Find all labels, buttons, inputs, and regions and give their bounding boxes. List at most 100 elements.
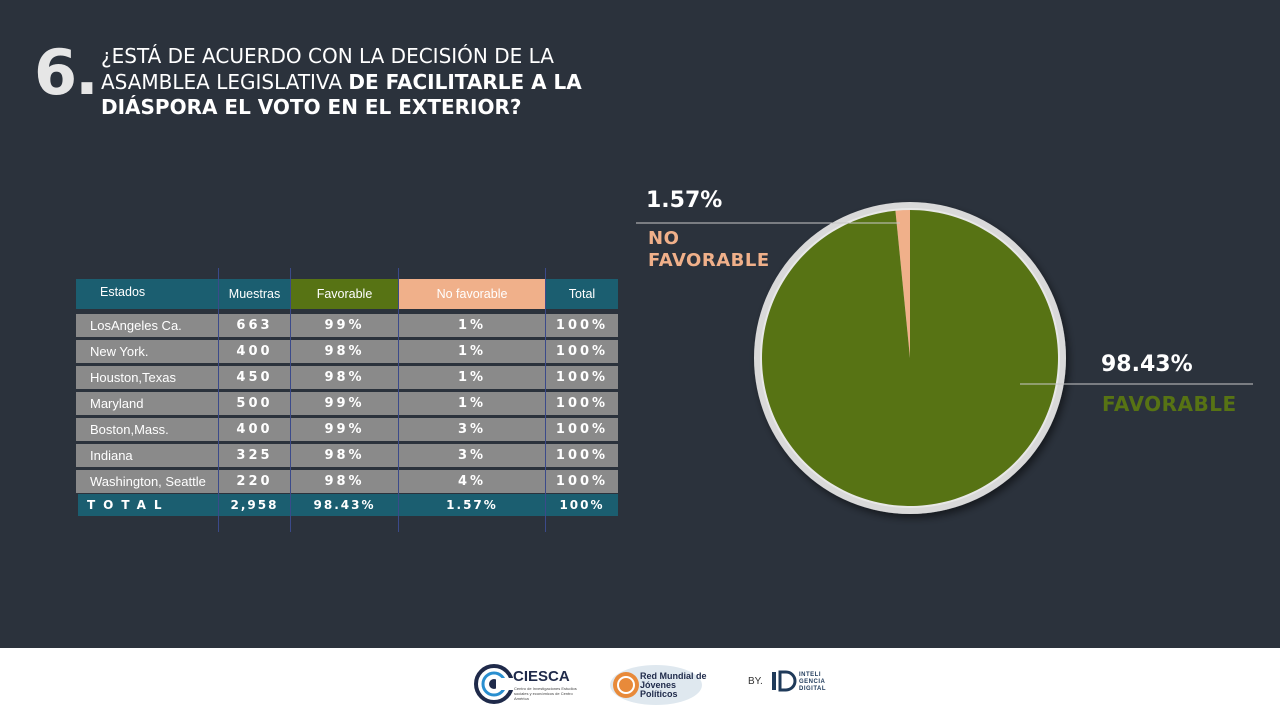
table-header-total: Total xyxy=(546,279,618,309)
total-cell-no-favorable: 1.57% xyxy=(446,498,498,512)
table-cell-no-favorable: 3% xyxy=(457,422,487,437)
table-row-bg xyxy=(291,366,398,389)
table-row-bg xyxy=(546,314,618,337)
table-row-bg xyxy=(76,470,219,493)
table-row-bg xyxy=(76,418,219,441)
table-row-bg xyxy=(219,392,290,415)
table-row-bg xyxy=(546,392,618,415)
table-cell-no-favorable: 1% xyxy=(457,344,487,359)
table-row-bg xyxy=(219,418,290,441)
question-text-normal: ¿ESTÁ DE ACUERDO CON LA DECISIÓN DE LA A… xyxy=(101,44,554,94)
table-cell-total: 100% xyxy=(555,344,609,359)
table-cell-favorable: 99% xyxy=(324,396,365,411)
table-cell-no-favorable: 1% xyxy=(457,318,487,333)
table-row-bg xyxy=(291,470,398,493)
table-cell-estado: Washington, Seattle xyxy=(90,474,206,489)
table-cell-muestras: 400 xyxy=(236,344,273,359)
world-map-logo-icon xyxy=(610,665,702,705)
total-row-bg xyxy=(546,494,618,516)
table-cell-no-favorable: 3% xyxy=(457,448,487,463)
table-row-bg xyxy=(219,314,290,337)
table-cell-muestras: 220 xyxy=(236,474,273,489)
table-row-bg xyxy=(219,340,290,363)
table-row-bg xyxy=(399,444,545,467)
table-cell-total: 100% xyxy=(555,318,609,333)
question-number: 6. xyxy=(34,36,99,109)
table-cell-favorable: 98% xyxy=(324,344,365,359)
ciesca-subtitle: Centro de Investigaciones Estudios socia… xyxy=(514,686,577,701)
favorable-category-label: FAVORABLE xyxy=(1102,392,1237,416)
table-column-divider xyxy=(398,268,399,532)
table-cell-favorable: 99% xyxy=(324,318,365,333)
table-row-bg xyxy=(76,392,219,415)
table-cell-favorable: 98% xyxy=(324,370,365,385)
table-cell-total: 100% xyxy=(555,370,609,385)
table-column-divider xyxy=(218,268,219,532)
table-row-bg xyxy=(546,444,618,467)
table-cell-estado: New York. xyxy=(90,344,149,359)
no-favorable-category-label: NO FAVORABLE xyxy=(648,228,770,271)
pie-slice-favorable xyxy=(762,210,1059,507)
total-row-bg xyxy=(78,494,219,516)
table-cell-muestras: 663 xyxy=(236,318,273,333)
table-cell-estado: LosAngeles Ca. xyxy=(90,318,182,333)
table-cell-muestras: 325 xyxy=(236,448,273,463)
table-row-bg xyxy=(219,470,290,493)
table-row-bg xyxy=(546,366,618,389)
table-row-bg xyxy=(546,470,618,493)
favorable-percent-label: 98.43% xyxy=(1101,352,1193,377)
ciesca-logo-icon xyxy=(474,664,514,704)
table-row-bg xyxy=(219,444,290,467)
total-cell-favorable: 98.43% xyxy=(313,498,376,512)
table-header-favorable: Favorable xyxy=(291,279,398,309)
table-column-divider xyxy=(545,268,546,532)
table-cell-estado: Maryland xyxy=(90,396,144,411)
table-cell-favorable: 98% xyxy=(324,474,365,489)
table-cell-estado: Boston,Mass. xyxy=(90,422,169,437)
table-header-muestras: Muestras xyxy=(219,279,290,309)
table-cell-no-favorable: 1% xyxy=(457,370,487,385)
table-cell-no-favorable: 4% xyxy=(457,474,487,489)
table-cell-estado: Indiana xyxy=(90,448,133,463)
total-row-bg xyxy=(291,494,398,516)
table-cell-muestras: 500 xyxy=(236,396,273,411)
table-row-bg xyxy=(399,340,545,363)
red-mundial-name: Red Mundial de Jóvenes Políticos xyxy=(640,671,707,699)
table-cell-total: 100% xyxy=(555,396,609,411)
ciesca-name: CIESCA xyxy=(513,668,570,685)
table-row-bg xyxy=(399,366,545,389)
table-cell-total: 100% xyxy=(555,422,609,437)
pie-chart xyxy=(636,202,1253,514)
table-row-bg xyxy=(399,470,545,493)
table-row-bg xyxy=(291,418,398,441)
question-text: ¿ESTÁ DE ACUERDO CON LA DECISIÓN DE LA A… xyxy=(101,44,641,121)
table-cell-muestras: 450 xyxy=(236,370,273,385)
total-row-bg xyxy=(399,494,545,516)
table-row-bg xyxy=(76,366,219,389)
table-header-estados: Estados xyxy=(76,279,219,309)
table-row-bg xyxy=(546,418,618,441)
question-text-bold: DE FACILITARLE A LA DIÁSPORA EL VOTO EN … xyxy=(101,69,582,120)
table-row-bg xyxy=(291,392,398,415)
table-row-bg xyxy=(399,314,545,337)
pie-slice-no-favorable xyxy=(895,210,910,358)
table-cell-total: 100% xyxy=(555,474,609,489)
by-label: BY. xyxy=(748,676,763,687)
table-row-bg xyxy=(219,366,290,389)
table-row-bg xyxy=(399,392,545,415)
table-cell-muestras: 400 xyxy=(236,422,273,437)
total-cell-label: TOTAL xyxy=(87,498,170,512)
table-cell-total: 100% xyxy=(555,448,609,463)
inteligencia-digital-name: INTELI GENCIA DIGITAL xyxy=(799,672,827,692)
table-cell-estado: Houston,Texas xyxy=(90,370,176,385)
total-row-bg xyxy=(219,494,290,516)
table-row-bg xyxy=(546,340,618,363)
table-row-bg xyxy=(291,340,398,363)
total-cell-total: 100% xyxy=(559,498,605,512)
table-row-bg xyxy=(399,418,545,441)
inteligencia-digital-logo-icon xyxy=(772,670,797,692)
no-favorable-percent-label: 1.57% xyxy=(646,188,723,213)
table-row-bg xyxy=(76,444,219,467)
total-cell-muestras: 2,958 xyxy=(230,498,279,512)
table-row-bg xyxy=(76,340,219,363)
